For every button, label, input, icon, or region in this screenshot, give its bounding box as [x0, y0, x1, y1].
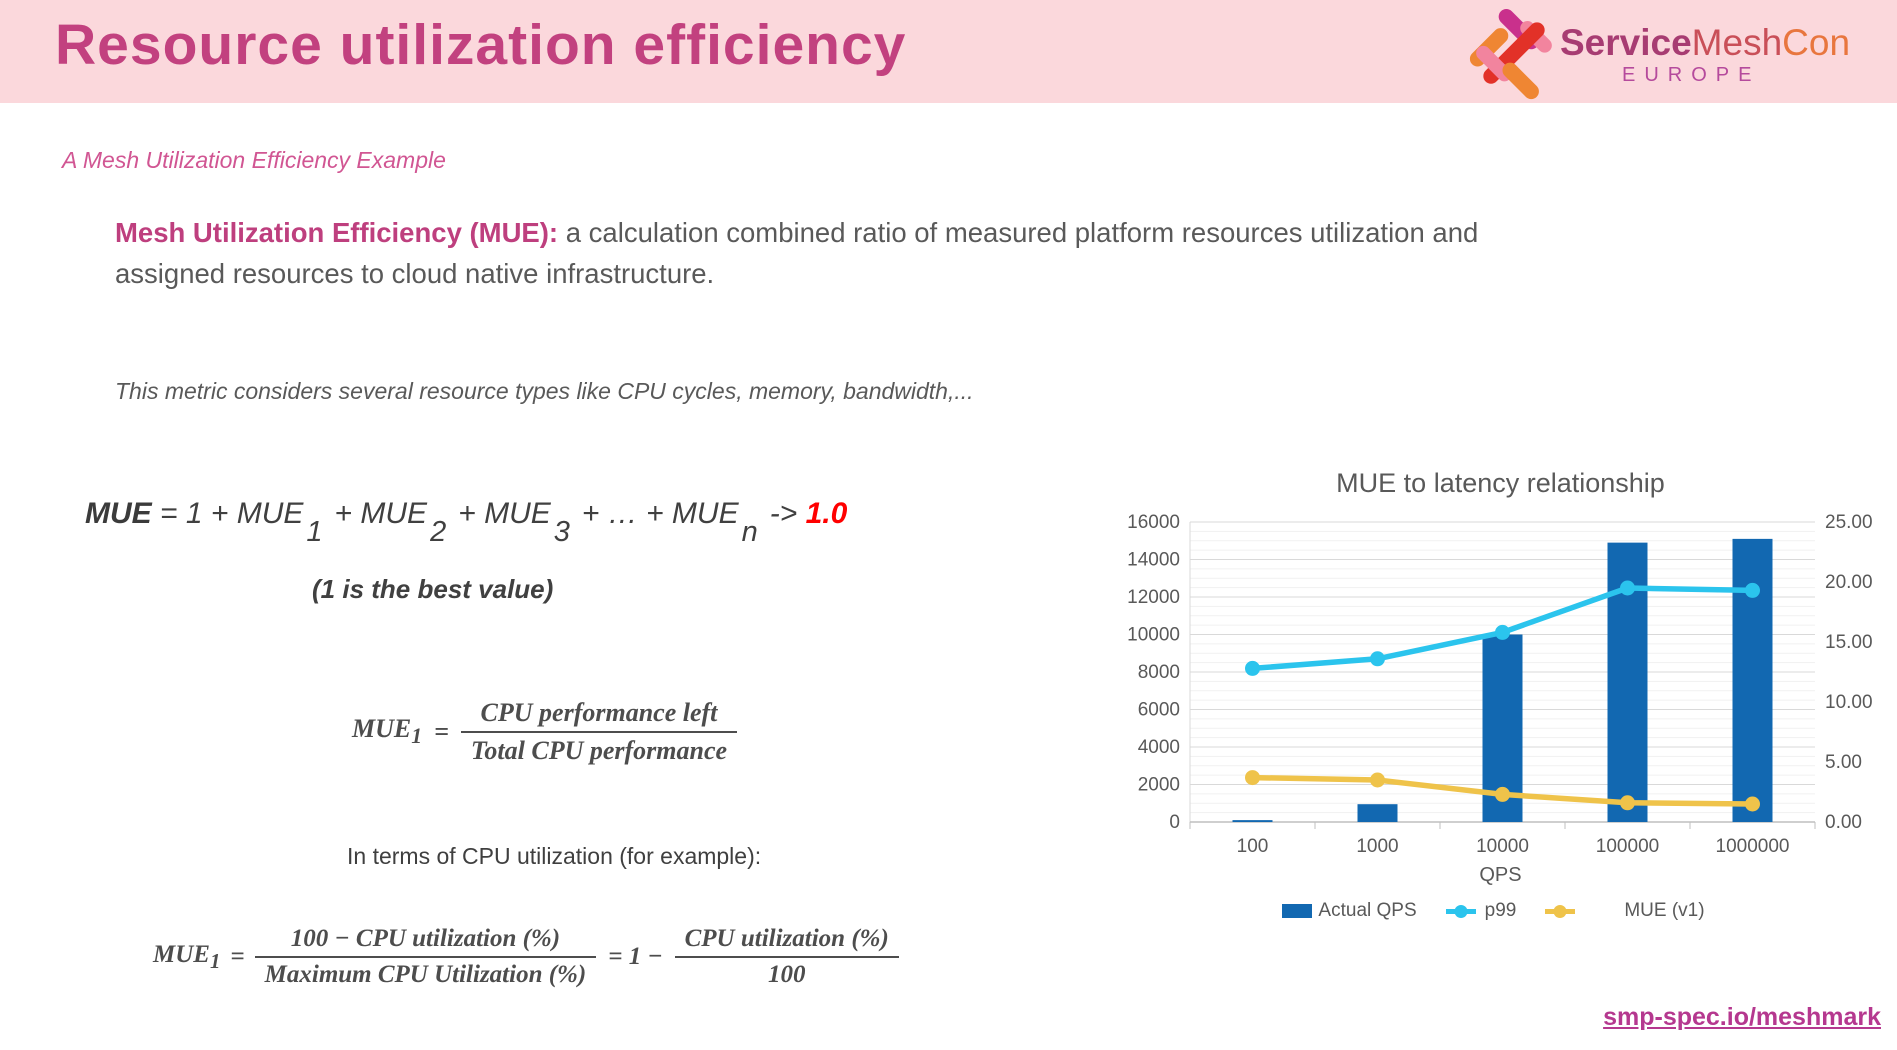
- left-tick-label: 14000: [1127, 550, 1180, 571]
- right-tick-label: 15.00: [1825, 632, 1873, 653]
- mue1-lhs: MUE1: [352, 714, 423, 749]
- marker-MUE (v1): [1745, 796, 1760, 812]
- right-tick-label: 25.00: [1825, 512, 1873, 533]
- bar-Actual QPS: [1732, 538, 1773, 822]
- formula-subscript: 1: [306, 516, 323, 548]
- slide-subtitle: A Mesh Utilization Efficiency Example: [62, 147, 446, 173]
- legend-swatch-line: [1445, 904, 1476, 918]
- right-tick-label: 5.00: [1825, 752, 1862, 773]
- fraction-denominator: Total CPU performance: [470, 736, 728, 765]
- bar-Actual QPS: [1357, 804, 1398, 822]
- fraction-denominator: Maximum CPU Utilization (%): [264, 961, 587, 988]
- definition-lead: Mesh Utilization Efficiency (MUE):: [115, 217, 559, 248]
- formula-arrow: ->: [769, 497, 806, 530]
- mue1-lhs: MUE1: [153, 940, 221, 973]
- right-tick-label: 20.00: [1825, 572, 1873, 593]
- logo-word-con: Con: [1782, 22, 1851, 63]
- logo-word-mesh: Mesh: [1691, 22, 1783, 63]
- formula-term: + … + MUE: [581, 497, 739, 530]
- x-category-label: 1000: [1356, 836, 1398, 857]
- formula-target-value: 1.0: [805, 497, 848, 530]
- fraction-denominator: 100: [767, 961, 806, 988]
- cpu-utilization-formula: MUE1 = 100 − CPU utilization (%) Maximum…: [153, 925, 899, 989]
- equals-one-minus: = 1 −: [608, 943, 663, 970]
- best-value-note: (1 is the best value): [312, 574, 554, 604]
- legend-item-mue-v1-: MUE (v1): [1542, 900, 1705, 922]
- formula-term: + MUE: [458, 497, 551, 530]
- marker-MUE (v1): [1620, 795, 1635, 811]
- legend-label: MUE (v1): [1624, 900, 1705, 921]
- chart-title: MUE to latency relationship: [1336, 468, 1665, 498]
- fraction: CPU utilization (%) 100: [674, 925, 899, 989]
- marker-MUE (v1): [1495, 786, 1510, 802]
- formula-term: = 1 + MUE: [151, 497, 304, 530]
- page-title: Resource utilization efficiency: [55, 13, 907, 77]
- fraction-numerator: CPU performance left: [460, 698, 738, 733]
- metric-note: This metric considers several resource t…: [115, 378, 974, 404]
- bar-Actual QPS: [1232, 820, 1273, 822]
- left-tick-label: 0: [1169, 812, 1180, 833]
- left-tick-label: 4000: [1138, 737, 1180, 758]
- formula-subscript: 2: [430, 516, 447, 548]
- legend-label: p99: [1484, 900, 1517, 921]
- marker-p99: [1620, 580, 1635, 596]
- marker-p99: [1495, 624, 1510, 640]
- right-tick-label: 0.00: [1825, 812, 1862, 833]
- legend-label: Actual QPS: [1318, 900, 1417, 921]
- definition-rest: a calculation combined ratio of measured…: [115, 217, 1479, 289]
- legend-item-p99: p99: [1443, 900, 1517, 922]
- legend-swatch-line: [1545, 904, 1576, 918]
- mue1-formula: MUE1 = CPU performance left Total CPU pe…: [352, 698, 738, 766]
- marker-MUE (v1): [1370, 772, 1385, 788]
- fraction-numerator: 100 − CPU utilization (%): [254, 925, 597, 958]
- x-category-label: 1000000: [1716, 836, 1790, 857]
- fraction: CPU performance left Total CPU performan…: [460, 698, 738, 766]
- legend-swatch-bar: [1282, 904, 1313, 918]
- mue-latency-chart: 0 2000 4000 6000 8000 10000 12000 14000 16000 0.0…: [1090, 460, 1897, 960]
- left-tick-label: 12000: [1127, 587, 1180, 608]
- right-tick-label: 10.00: [1825, 692, 1873, 713]
- x-category-label: 100000: [1596, 836, 1659, 857]
- left-tick-label: 10000: [1127, 625, 1180, 646]
- formula-subscript: n: [741, 516, 758, 548]
- header-banner: Resource utilization efficiency ServiceM…: [0, 0, 1897, 103]
- left-tick-label: 6000: [1138, 700, 1180, 721]
- x-category-label: 100: [1237, 836, 1269, 857]
- cpu-utilization-note: In terms of CPU utilization (for example…: [347, 843, 762, 869]
- marker-p99: [1745, 582, 1760, 598]
- mue-sum-formula: MUE = 1 + MUE1+ MUE2+ MUE3+ … + MUEn-> 1…: [85, 497, 848, 548]
- logo-wordmark: ServiceMeshCon: [1560, 22, 1850, 64]
- left-tick-label: 16000: [1127, 512, 1180, 533]
- marker-p99: [1245, 660, 1260, 676]
- definition-paragraph: Mesh Utilization Efficiency (MUE): a cal…: [115, 212, 1515, 294]
- formula-subscript: 3: [553, 516, 570, 548]
- chart-plot-area: 0 2000 4000 6000 8000 10000 12000 14000 16000 0.0…: [1127, 512, 1873, 857]
- logo-europe-label: EUROPE: [1622, 64, 1761, 86]
- meshmark-link[interactable]: smp-spec.io/meshmark: [1603, 1003, 1881, 1031]
- x-category-label: 10000: [1476, 836, 1529, 857]
- chart-legend: Actual QPS p99 MUE (v1): [1090, 900, 1897, 922]
- fraction-numerator: CPU utilization (%): [674, 925, 899, 958]
- equals-sign: =: [230, 943, 245, 970]
- equals-sign: =: [434, 717, 449, 746]
- servicemeshcon-logo: ServiceMeshCon EUROPE: [1462, 4, 1892, 102]
- logo-word-service: Service: [1560, 22, 1692, 63]
- fraction: 100 − CPU utilization (%) Maximum CPU Ut…: [254, 925, 597, 989]
- marker-p99: [1370, 651, 1385, 667]
- left-tick-label: 8000: [1138, 662, 1180, 683]
- formula-term: + MUE: [334, 497, 428, 530]
- legend-item-actual-qps: Actual QPS: [1282, 900, 1417, 922]
- left-tick-label: 2000: [1138, 775, 1180, 796]
- servicemeshcon-weave-icon: [1469, 8, 1552, 100]
- marker-MUE (v1): [1245, 770, 1260, 786]
- x-axis-label: QPS: [1479, 864, 1522, 886]
- formula-lhs: MUE: [85, 497, 152, 530]
